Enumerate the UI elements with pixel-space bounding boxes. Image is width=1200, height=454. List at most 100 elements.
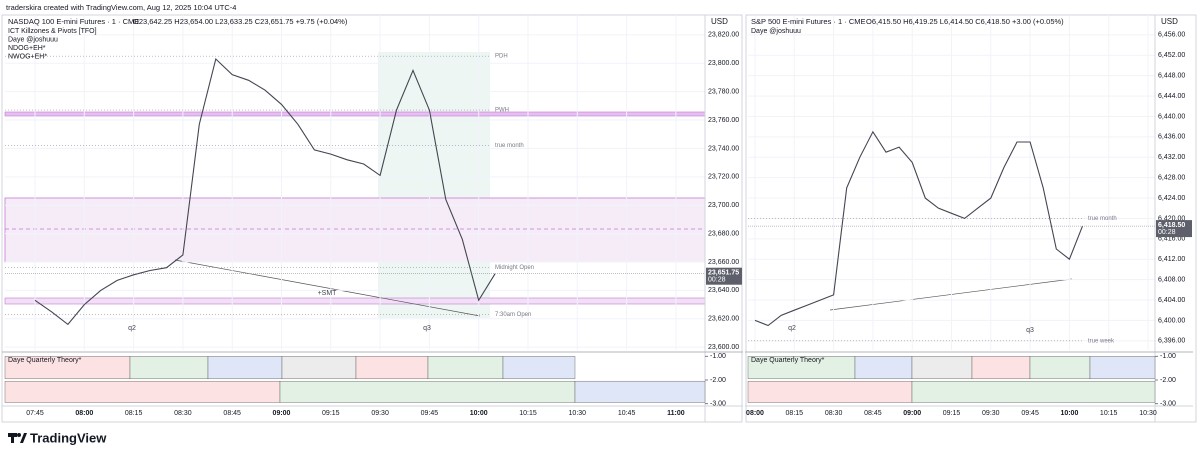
pane-tick-label: -3.00	[710, 400, 726, 407]
x-tick-label: 10:45	[618, 410, 636, 417]
y-tick-label: 6,400.00	[1158, 317, 1185, 324]
y-tick-label: 6,432.00	[1158, 154, 1185, 161]
quarter-block	[129, 356, 209, 380]
ohlc: O6,415.50 H6,419.25 L6,414.50 C6,418.50 …	[866, 17, 1064, 26]
y-tick-label: 23,700.00	[708, 202, 739, 209]
level-label: 7:30am Open	[495, 312, 531, 318]
indicator-name: ICT Killzones & Pivots [TFO]	[8, 28, 97, 35]
y-tick-label: 6,452.00	[1158, 52, 1185, 59]
y-tick-label: 23,740.00	[708, 145, 739, 152]
y-tick-label: 23,660.00	[708, 259, 739, 266]
quarter-block	[355, 356, 429, 380]
y-tick-label: 6,436.00	[1158, 134, 1185, 141]
countdown: 00:28	[1158, 229, 1176, 236]
y-tick-label: 6,408.00	[1158, 276, 1185, 283]
credit: traderskira created with TradingView.com…	[6, 3, 236, 12]
y-tick-label: 6,404.00	[1158, 297, 1185, 304]
pane-tick-label: -1.00	[710, 353, 726, 360]
indicator-name: NDOG+EH*	[8, 45, 46, 52]
x-tick-label: 10:30	[1139, 410, 1157, 417]
y-tick-label: 23,640.00	[708, 287, 739, 294]
annotation: q3	[1026, 327, 1034, 334]
quarter-block	[747, 380, 913, 403]
price-line	[754, 130, 1084, 327]
quarter-block	[279, 380, 576, 403]
x-tick-label: 09:45	[421, 410, 439, 417]
level-label: PDH	[495, 54, 508, 60]
footer-bar	[0, 424, 1200, 454]
brand: TradingView	[30, 430, 107, 445]
y-tick-label: 6,396.00	[1158, 338, 1185, 345]
ohlc: O23,642.25 H23,654.00 L23,633.25 C23,651…	[133, 17, 348, 26]
x-tick-label: 09:30	[371, 410, 389, 417]
y-tick-label: 6,412.00	[1158, 256, 1185, 263]
x-tick-label: 10:15	[519, 410, 537, 417]
last-price: 23,651.75	[708, 270, 739, 277]
level-label: true month	[1088, 216, 1117, 222]
logo-mark	[20, 433, 27, 443]
quarter-block	[1029, 356, 1091, 380]
y-tick-label: 23,720.00	[708, 174, 739, 181]
quarter-block	[207, 356, 283, 380]
x-tick-label: 08:00	[746, 410, 764, 417]
pane-tick-label: -3.00	[1160, 400, 1176, 407]
x-tick-label: 08:45	[223, 410, 241, 417]
logo-mark	[11, 433, 14, 443]
currency: USD	[1161, 17, 1178, 26]
pane-tick-label: -1.00	[1160, 353, 1176, 360]
last-price-tag	[1156, 220, 1192, 238]
left-frame	[1, 14, 743, 423]
x-tick-label: 09:00	[273, 410, 291, 417]
x-tick-label: 08:15	[786, 410, 804, 417]
pane-title: Daye Quarterly Theory*	[8, 357, 82, 364]
x-tick-label: 10:30	[569, 410, 587, 417]
y-tick-label: 23,820.00	[708, 32, 739, 39]
x-tick-label: 08:00	[75, 410, 93, 417]
quarter-block	[574, 380, 706, 403]
x-tick-label: 10:15	[1100, 410, 1118, 417]
quarter-block	[971, 356, 1031, 380]
x-tick-label: 09:30	[982, 410, 1000, 417]
pane-tick-label: -2.00	[1160, 377, 1176, 384]
x-tick-label: 09:45	[1021, 410, 1039, 417]
level-label: Midnight Open	[495, 265, 534, 271]
quarter-block	[502, 356, 576, 380]
y-tick-label: 23,620.00	[708, 316, 739, 323]
band	[4, 297, 706, 305]
annotation: q3	[423, 325, 431, 332]
countdown: 00:28	[708, 277, 726, 284]
price-line	[34, 57, 496, 326]
quarter-block	[1089, 356, 1156, 380]
y-tick-label: 6,448.00	[1158, 73, 1185, 80]
symbol-title: S&P 500 E-mini Futures · 1 · CME	[751, 17, 865, 26]
right-frame	[745, 14, 1197, 423]
x-tick-label: 09:00	[903, 410, 921, 417]
logo-mark	[17, 433, 21, 437]
y-tick-label: 23,800.00	[708, 60, 739, 67]
quarter-block	[854, 356, 913, 380]
y-tick-label: 6,424.00	[1158, 195, 1185, 202]
x-tick-label: 11:00	[667, 410, 685, 417]
last-price: 6,418.50	[1158, 222, 1185, 229]
y-tick-label: 6,456.00	[1158, 32, 1185, 39]
y-tick-label: 6,440.00	[1158, 113, 1185, 120]
pane-tick-label: -2.00	[710, 377, 726, 384]
quarter-block	[427, 356, 504, 380]
last-price-tag	[706, 267, 742, 285]
x-tick-label: 09:15	[943, 410, 961, 417]
indicator-name: Daye @joshuuu	[8, 36, 58, 43]
logo	[8, 433, 27, 443]
x-tick-label: 10:00	[1060, 410, 1078, 417]
y-tick-label: 23,600.00	[708, 344, 739, 351]
currency: USD	[711, 17, 728, 26]
x-tick-label: 09:15	[322, 410, 340, 417]
y-tick-label: 6,420.00	[1158, 215, 1185, 222]
x-tick-label: 07:45	[26, 410, 44, 417]
quarter-block	[4, 380, 281, 403]
y-tick-label: 23,760.00	[708, 117, 739, 124]
x-tick-label: 10:00	[470, 410, 488, 417]
x-tick-label: 08:30	[174, 410, 192, 417]
y-tick-label: 6,428.00	[1158, 174, 1185, 181]
y-tick-label: 6,444.00	[1158, 93, 1185, 100]
band	[4, 111, 706, 117]
